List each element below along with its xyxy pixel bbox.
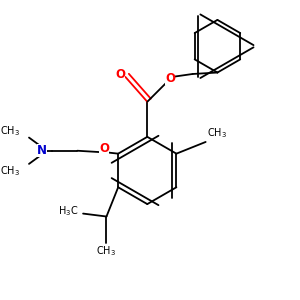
Text: N: N [37,144,47,157]
Text: CH$_3$: CH$_3$ [97,244,116,258]
Text: O: O [115,68,125,81]
Text: CH$_3$: CH$_3$ [0,164,20,178]
Text: CH$_3$: CH$_3$ [0,124,20,138]
Text: H$_3$C: H$_3$C [58,204,79,218]
Text: O: O [99,142,109,155]
Text: O: O [165,73,175,85]
Text: CH$_3$: CH$_3$ [207,127,227,140]
